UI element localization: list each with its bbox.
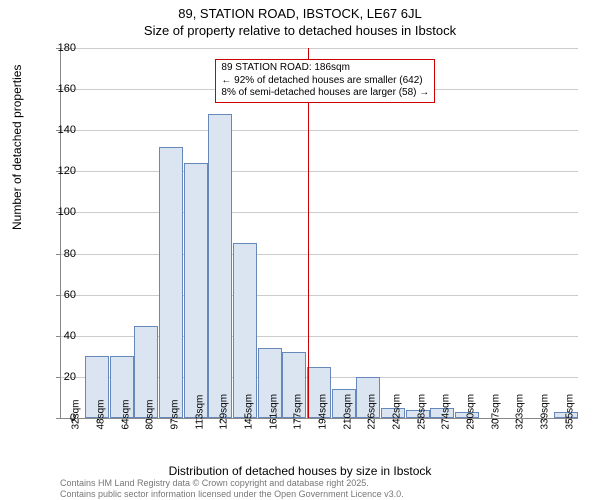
x-axis-label: Distribution of detached houses by size … [0, 464, 600, 478]
histogram-bar [233, 243, 257, 418]
ytick-label: 140 [46, 124, 76, 136]
gridline [60, 130, 578, 131]
footer-line1: Contains HM Land Registry data © Crown c… [60, 478, 404, 489]
plot-region: 89 STATION ROAD: 186sqm← 92% of detached… [60, 48, 578, 418]
ytick-label: 40 [46, 330, 76, 342]
ytick-label: 160 [46, 83, 76, 95]
chart-area: 89 STATION ROAD: 186sqm← 92% of detached… [60, 48, 578, 418]
ytick-label: 80 [46, 248, 76, 260]
ytick-label: 20 [46, 371, 76, 383]
ytick-label: 100 [46, 206, 76, 218]
title-address: 89, STATION ROAD, IBSTOCK, LE67 6JL [0, 6, 600, 23]
gridline [60, 212, 578, 213]
histogram-bar [159, 147, 183, 418]
y-axis-line [60, 48, 61, 418]
footer-attribution: Contains HM Land Registry data © Crown c… [60, 478, 404, 500]
histogram-bar [208, 114, 232, 418]
chart-title-block: 89, STATION ROAD, IBSTOCK, LE67 6JL Size… [0, 0, 600, 40]
gridline [60, 295, 578, 296]
ytick-label: 180 [46, 42, 76, 54]
annotation-line1: 89 STATION ROAD: 186sqm [221, 62, 429, 75]
ytick-label: 120 [46, 165, 76, 177]
title-subtitle: Size of property relative to detached ho… [0, 23, 600, 40]
gridline [60, 48, 578, 49]
gridline [60, 171, 578, 172]
footer-line2: Contains public sector information licen… [60, 489, 404, 500]
y-axis-label: Number of detached properties [10, 65, 24, 230]
ytick-label: 60 [46, 289, 76, 301]
reference-line [308, 48, 310, 418]
annotation-line3: 8% of semi-detached houses are larger (5… [221, 87, 429, 100]
histogram-bar [184, 163, 208, 418]
annotation-box: 89 STATION ROAD: 186sqm← 92% of detached… [215, 59, 435, 103]
annotation-line2: ← 92% of detached houses are smaller (64… [221, 75, 429, 88]
gridline [60, 254, 578, 255]
